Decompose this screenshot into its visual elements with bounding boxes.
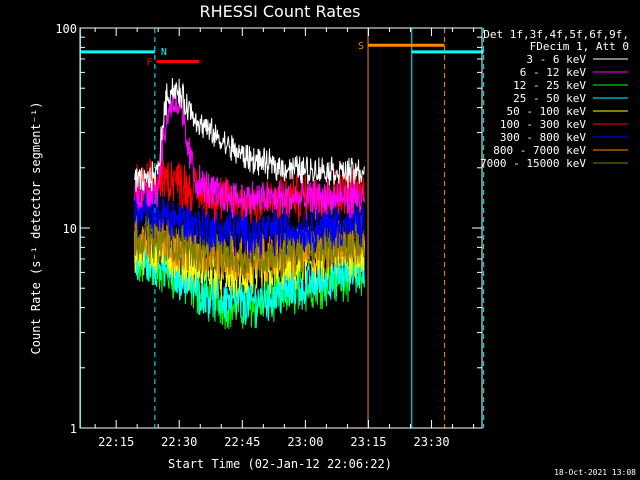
x-tick-label-2: 22:45: [224, 435, 260, 449]
x-tick-label-0: 22:15: [98, 435, 134, 449]
legend-header-line-2: FDecim 1, Att 0: [530, 40, 629, 53]
x-axis: 22:15 22:30 22:45 23:00 23:15 23:30: [94, 28, 475, 449]
legend-label-7: 800 - 7000 keV: [493, 144, 586, 157]
legend-label-0: 3 - 6 keV: [526, 53, 586, 66]
y-axis-label: Count Rate (s⁻¹ detector segment⁻¹): [29, 102, 43, 355]
plot-area: NF S: [79, 28, 485, 428]
legend-label-8: 7000 - 15000 keV: [480, 157, 586, 170]
y-tick-label-2: 100: [55, 22, 77, 36]
interval-label-s: S: [358, 41, 364, 52]
footer-timestamp: 18-Oct-2021 13:08: [554, 468, 636, 477]
x-tick-label-4: 23:15: [350, 435, 386, 449]
legend-label-5: 100 - 300 keV: [500, 118, 586, 131]
y-tick-label-1: 10: [63, 222, 77, 236]
legend-header-line-1: Det 1f,3f,4f,5f,6f,9f,: [483, 28, 629, 41]
series-trace-2: [134, 242, 365, 330]
series-trace-6: [134, 189, 365, 260]
interval-label-f: F: [147, 57, 153, 68]
x-axis-label: Start Time (02-Jan-12 22:06:22): [168, 457, 392, 471]
legend: Det 1f,3f,4f,5f,6f,9f, FDecim 1, Att 0 3…: [480, 28, 629, 170]
chart-title: RHESSI Count Rates: [200, 2, 361, 21]
legend-label-4: 50 - 100 keV: [507, 105, 587, 118]
series-group: [134, 78, 365, 330]
legend-label-1: 6 - 12 keV: [520, 66, 587, 79]
series-trace-0: [134, 78, 365, 192]
x-tick-label-1: 22:30: [161, 435, 197, 449]
x-tick-label-3: 23:00: [287, 435, 323, 449]
interval-label-n: N: [161, 47, 167, 58]
y-tick-label-0: 1: [70, 422, 77, 436]
y-axis: 1 10 100: [55, 22, 482, 436]
legend-label-3: 25 - 50 keV: [513, 92, 586, 105]
x-tick-label-5: 23:30: [413, 435, 449, 449]
legend-label-2: 12 - 25 keV: [513, 79, 586, 92]
legend-label-6: 300 - 800 keV: [500, 131, 586, 144]
